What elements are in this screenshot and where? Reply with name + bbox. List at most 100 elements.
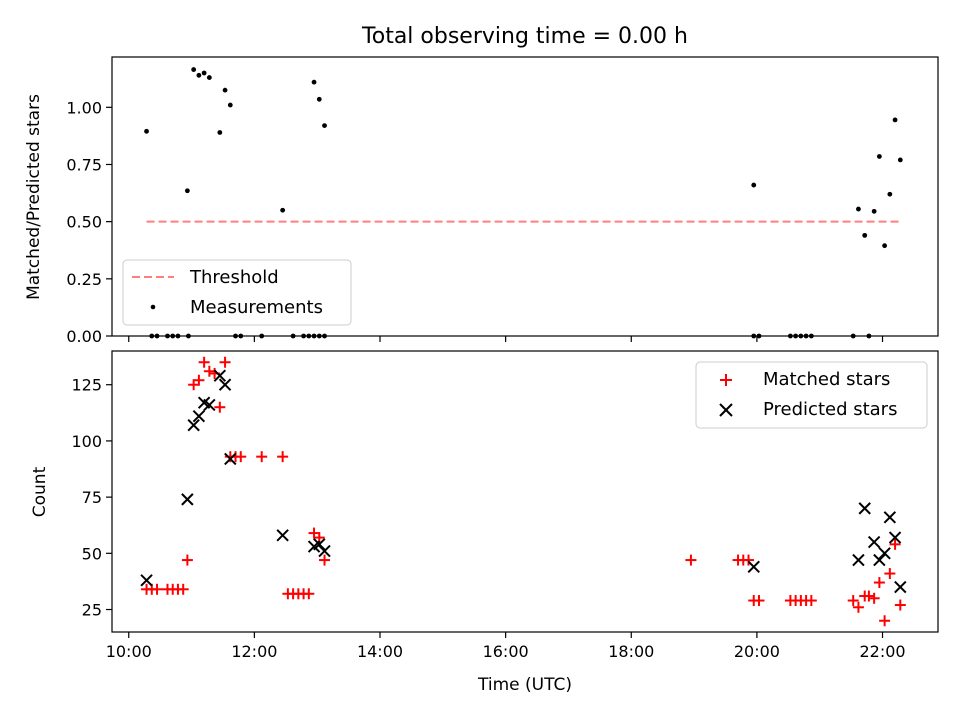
measurement-point (887, 191, 893, 197)
bottom-y-tick-label: 75 (82, 488, 102, 507)
legend-threshold-label: Threshold (189, 267, 279, 288)
measurement-point (862, 232, 868, 238)
top-y-tick-label: 0.25 (66, 270, 102, 289)
predicted-star-stroke-b (852, 553, 865, 567)
top-y-tick-label: 1.00 (66, 98, 102, 117)
top-axes-ticks: 0.00 0.25 0.50 0.75 1.00 (66, 98, 884, 346)
predicted-star-stroke-b (313, 538, 326, 551)
top-axes-frame (111, 56, 939, 337)
x-tick-label: 22:00 (859, 642, 905, 661)
matched-star-point (277, 451, 289, 463)
measurement-point (897, 157, 903, 163)
top-panel: 0.00 0.25 0.50 0.75 1.00 Matched/Predicted s… (24, 56, 939, 346)
matched-star-point (847, 595, 859, 607)
measurement-point (871, 208, 877, 214)
predicted-star-stroke-b (197, 396, 211, 409)
predicted-star-point (276, 529, 289, 542)
measurement-point (280, 207, 286, 213)
x-tick-label: 10:00 (106, 642, 152, 661)
predicted-star-point (894, 580, 907, 594)
predicted-star-point (218, 378, 232, 391)
predicted-star-stroke-b (187, 418, 200, 432)
matched-star-point (203, 365, 215, 377)
top-y-tick-label: 0.75 (66, 155, 102, 174)
predicted-star-point (873, 553, 886, 567)
legend-predicted-label: Predicted stars (763, 399, 897, 420)
bottom-panel: 25 50 75 100 125 10:00 12:00 14:00 16:00 18:00 20:… (30, 350, 939, 695)
measurement-point (201, 70, 207, 76)
bottom-legend-box (695, 361, 928, 429)
measurement-point (856, 206, 861, 212)
predicted-star-point (878, 547, 891, 560)
matched-star-point (873, 577, 885, 589)
measurement-point (227, 102, 233, 108)
predicted-star-stroke-b (181, 493, 194, 506)
matched-star-point (181, 554, 193, 566)
measurement-point (876, 154, 882, 159)
matched-star-point (685, 554, 697, 566)
predicted-star-point (313, 538, 326, 551)
bottom-axes-frame (111, 350, 939, 633)
measurement-point (751, 182, 757, 188)
legend-predicted-swatch (719, 403, 733, 417)
predicted-star-stroke-b (873, 553, 886, 567)
legend-matched-label: Matched stars (763, 369, 890, 390)
predicted-star-stroke-b (276, 529, 289, 542)
predicted-star-stroke-b (878, 547, 891, 560)
measurement-point (184, 188, 190, 194)
x-tick-label: 12:00 (231, 642, 277, 661)
top-legend-box (122, 259, 352, 326)
predicted-star-stroke-b (747, 560, 760, 574)
measurement-point (316, 96, 322, 102)
legend-measurements-swatch (150, 304, 156, 310)
predicted-star-stroke-b (192, 409, 206, 423)
legend-matched-swatch (720, 374, 732, 386)
measurement-point (311, 79, 317, 85)
measurement-point (222, 87, 228, 93)
predicted-star-point (318, 544, 331, 558)
x-axis-label: Time (UTC) (477, 675, 572, 695)
top-y-axis-label: Matched/Predicted stars (24, 94, 44, 300)
matched-star-point (879, 615, 891, 627)
measurement-point (892, 117, 898, 123)
measurement-point (882, 243, 888, 249)
matched-star-point (805, 595, 817, 607)
predicted-star-stroke-b (218, 378, 232, 391)
bottom-y-tick-label: 100 (71, 432, 102, 451)
measurement-point (217, 130, 223, 135)
matched-star-point (303, 588, 315, 600)
matched-star-point (884, 568, 896, 580)
measurement-point (191, 67, 197, 72)
predicted-star-stroke-b (318, 544, 331, 558)
predicted-star-point (224, 452, 237, 466)
predicted-star-stroke-b (883, 511, 897, 524)
legend-measurements-label: Measurements (190, 297, 323, 318)
measurement-point (206, 75, 212, 80)
x-tick-label: 18:00 (608, 642, 654, 661)
matched-star-point (177, 583, 189, 595)
x-tick-label: 14:00 (357, 642, 403, 661)
x-tick-label: 20:00 (734, 642, 780, 661)
x-tick-label: 16:00 (483, 642, 529, 661)
predicted-star-point (747, 560, 760, 574)
matched-star-point (235, 451, 247, 463)
predicted-star-point (858, 502, 871, 515)
predicted-star-point (852, 553, 865, 567)
bottom-y-tick-label: 25 (82, 601, 102, 620)
bottom-plot-marks (140, 356, 907, 627)
matched-star-point (319, 554, 331, 566)
top-y-tick-label: 0.50 (66, 213, 102, 232)
matched-star-point (193, 374, 205, 386)
predicted-star-stroke-b (858, 502, 871, 515)
predicted-star-stroke-b (224, 452, 237, 466)
predicted-star-stroke-b (213, 369, 227, 382)
predicted-star-stroke-b (894, 580, 907, 594)
matched-star-point (753, 595, 765, 607)
matched-star-point (868, 592, 880, 604)
predicted-star-point (883, 511, 897, 524)
matched-star-point (256, 451, 268, 463)
bottom-y-tick-label: 125 (71, 376, 102, 395)
predicted-star-point (203, 398, 216, 412)
